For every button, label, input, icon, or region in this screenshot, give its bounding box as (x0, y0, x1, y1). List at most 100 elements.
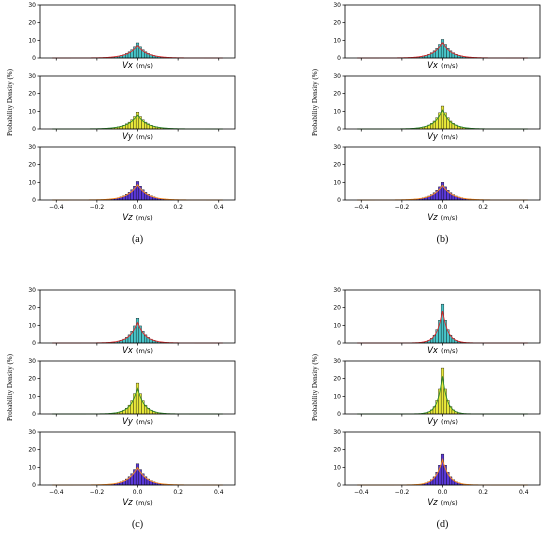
y-axis-label: Probability Density (%) (6, 353, 14, 421)
y-tick-label: 20 (333, 162, 341, 169)
panel-caption: (c) (132, 519, 143, 530)
y-tick-label: 0 (32, 340, 36, 347)
x-axis-label: Vy(m/s) (427, 417, 458, 427)
y-axis-label: Probability Density (%) (311, 68, 319, 136)
variable-name: Vy (122, 417, 134, 427)
variable-unit: (m/s) (441, 418, 458, 426)
x-tick-label: −0.4 (49, 489, 64, 496)
y-tick-label: 10 (28, 37, 36, 44)
x-tick-label: 0.0 (133, 489, 143, 496)
y-tick-label: 0 (337, 197, 341, 204)
panel-caption: (d) (437, 519, 449, 530)
x-tick-label: 0.2 (478, 489, 488, 496)
variable-unit: (m/s) (136, 133, 153, 141)
x-tick-label: 0.4 (519, 204, 529, 211)
variable-unit: (m/s) (441, 347, 458, 355)
subplot-vx: 0 10 20 30 Vx(m/s) (333, 287, 541, 356)
y-tick-label: 0 (32, 126, 36, 133)
variable-unit: (m/s) (441, 214, 458, 222)
y-tick-label: 20 (28, 20, 36, 27)
subplot-vz: 0 10 20 30 −0.4 −0.2 0.0 0.2 0.4 Vz(m/s) (333, 429, 541, 508)
y-tick-label: 30 (28, 429, 36, 436)
y-tick-label: 30 (333, 358, 341, 365)
x-tick-label: 0.0 (438, 489, 448, 496)
y-tick-label: 20 (333, 305, 341, 312)
y-tick-label: 20 (28, 447, 36, 454)
x-tick-label: −0.4 (354, 204, 369, 211)
subplot-vz: 0 10 20 30 −0.4 −0.2 0.0 0.2 0.4 Vz(m/s) (333, 144, 541, 223)
variable-name: Vz (122, 498, 133, 508)
x-tick-label: 0.4 (519, 489, 529, 496)
variable-unit: (m/s) (441, 62, 458, 70)
variable-unit: (m/s) (136, 418, 153, 426)
x-tick-label: 0.2 (173, 204, 183, 211)
y-tick-label: 10 (333, 464, 341, 471)
x-axis-label: Vz (m/s) (427, 213, 457, 223)
x-tick-label: −0.2 (395, 204, 410, 211)
panel-caption: (b) (437, 234, 449, 245)
variable-unit: (m/s) (136, 347, 153, 355)
y-tick-label: 0 (32, 411, 36, 418)
y-tick-label: 20 (28, 376, 36, 383)
x-axis-label: Vx(m/s) (122, 61, 153, 71)
variable-unit: (m/s) (136, 214, 153, 222)
subplot-vz: 0 10 20 30 −0.4 −0.2 0.0 0.2 0.4 Vz(m/s) (28, 144, 236, 223)
y-tick-label: 10 (333, 37, 341, 44)
x-tick-label: −0.4 (354, 489, 369, 496)
x-axis-label: Vy(m/s) (122, 132, 153, 142)
y-tick-label: 10 (333, 322, 341, 329)
variable-name: Vx (427, 61, 439, 71)
y-tick-label: 20 (333, 20, 341, 27)
y-tick-label: 30 (28, 73, 36, 80)
y-tick-label: 0 (337, 55, 341, 62)
y-tick-label: 30 (333, 429, 341, 436)
variable-name: Vy (122, 132, 134, 142)
variable-name: Vz (122, 213, 133, 223)
subplot-vy: 0 10 20 30 Vy(m/s) (333, 73, 541, 142)
panel-caption: (a) (132, 234, 143, 245)
y-tick-label: 30 (28, 2, 36, 9)
subplot-vx: 0 10 20 30 Vx(m/s) (333, 2, 541, 71)
variable-name: Vx (427, 346, 439, 356)
subplot-vx: 0 10 20 30 Vx(m/s) (28, 2, 236, 71)
x-axis-label: Vz (m/s) (122, 213, 152, 223)
subplot-vy: 0 10 20 30 Vy(m/s) (28, 358, 236, 427)
variable-name: Vz (427, 498, 438, 508)
x-tick-label: −0.2 (90, 489, 105, 496)
x-tick-label: 0.0 (133, 204, 143, 211)
y-tick-label: 20 (333, 376, 341, 383)
y-tick-label: 0 (32, 482, 36, 489)
y-tick-label: 20 (333, 91, 341, 98)
y-tick-label: 30 (333, 73, 341, 80)
variable-name: Vy (427, 132, 439, 142)
variable-unit: (m/s) (136, 62, 153, 70)
x-tick-label: 0.2 (478, 204, 488, 211)
y-tick-label: 0 (337, 482, 341, 489)
x-tick-label: −0.2 (395, 489, 410, 496)
subplot-vy: 0 10 20 30 Vy(m/s) (28, 73, 236, 142)
y-tick-label: 20 (333, 447, 341, 454)
x-axis-label: Vy(m/s) (427, 132, 458, 142)
subplot-vx: 0 10 20 30 Vx(m/s) (28, 287, 236, 356)
variable-name: Vx (122, 346, 134, 356)
y-tick-label: 30 (28, 144, 36, 151)
y-tick-label: 30 (333, 2, 341, 9)
y-axis-label: Probability Density (%) (6, 68, 14, 136)
y-tick-label: 0 (337, 126, 341, 133)
y-tick-label: 30 (333, 287, 341, 294)
y-tick-label: 10 (28, 393, 36, 400)
variable-unit: (m/s) (441, 133, 458, 141)
variable-name: Vz (427, 213, 438, 223)
y-axis-label: Probability Density (%) (311, 353, 319, 421)
y-tick-label: 30 (28, 287, 36, 294)
x-axis-label: Vx(m/s) (122, 346, 153, 356)
y-tick-label: 20 (28, 305, 36, 312)
y-tick-label: 10 (28, 322, 36, 329)
y-tick-label: 30 (333, 144, 341, 151)
y-tick-label: 10 (28, 179, 36, 186)
y-tick-label: 30 (28, 358, 36, 365)
